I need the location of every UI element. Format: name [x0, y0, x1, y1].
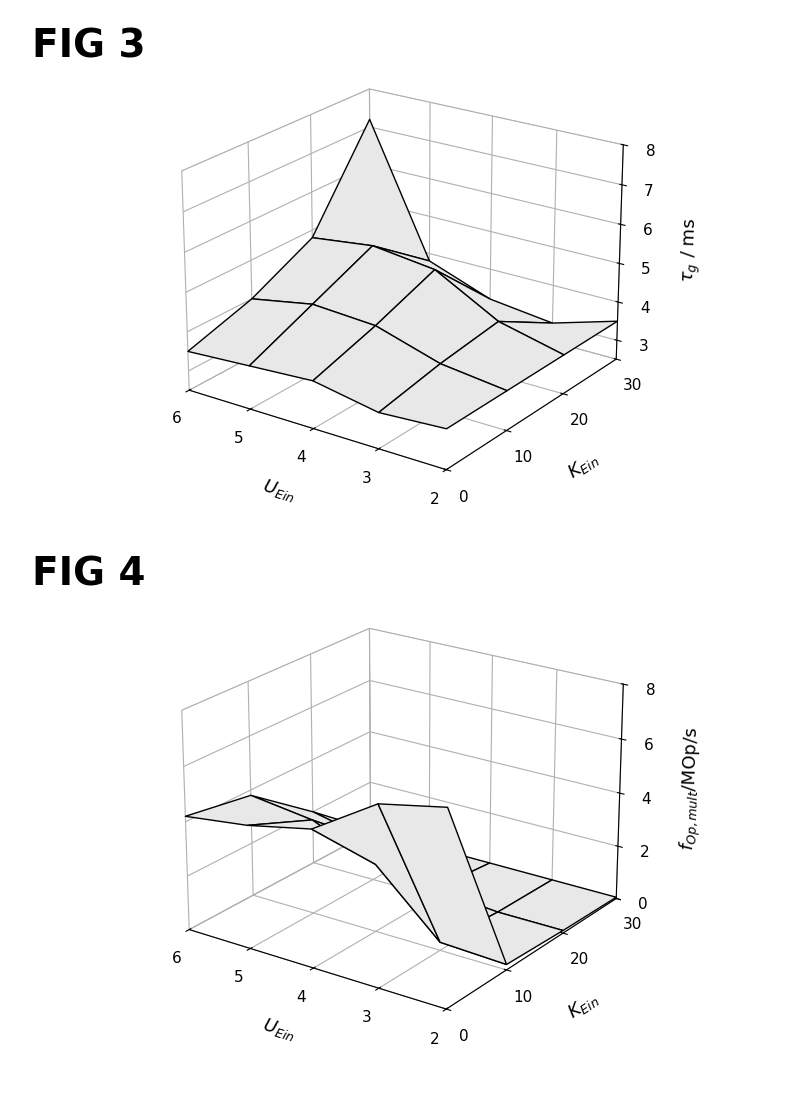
Y-axis label: $K_{Ein}$: $K_{Ein}$	[564, 988, 602, 1022]
Text: FIG 3: FIG 3	[32, 28, 145, 66]
Text: FIG 4: FIG 4	[32, 556, 145, 594]
Y-axis label: $K_{Ein}$: $K_{Ein}$	[564, 449, 602, 483]
X-axis label: $U_{Ein}$: $U_{Ein}$	[259, 475, 298, 505]
X-axis label: $U_{Ein}$: $U_{Ein}$	[259, 1014, 298, 1044]
